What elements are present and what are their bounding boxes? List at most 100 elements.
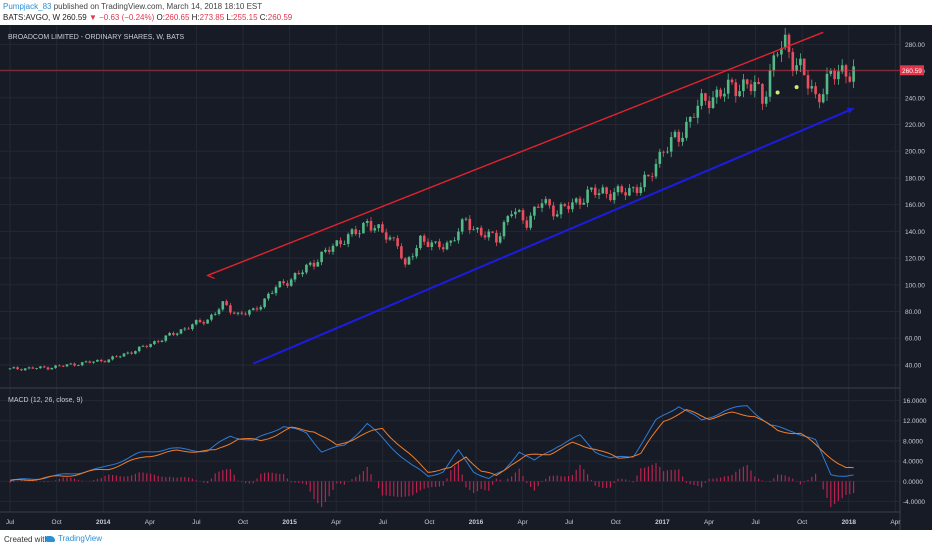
macd-tick-label: 16.0000 [903,398,927,405]
candle-body [126,352,130,354]
candle-body [255,308,259,310]
candle-body [172,333,175,335]
candle-body [267,293,270,299]
price-tick-label: 40.00 [905,362,922,369]
candle-body [350,229,354,235]
signal-marker [775,90,780,95]
candle-body [396,238,399,247]
candle-body [783,34,787,49]
candle-body [453,240,456,242]
candle-body [609,193,612,201]
candle-body [571,202,574,210]
price-tick-label: 240.00 [905,95,925,102]
candle-body [639,187,643,194]
macd-axis[interactable]: 16.0000 12.0000 8.0000 4.0000 0.0000 -4.0000 [903,398,927,506]
candle-body [403,258,407,265]
candle-body [628,188,631,196]
macd-lines [9,405,854,482]
candle-body [248,310,251,315]
candle-body [419,235,422,249]
chart-area[interactable]: BROADCOM LIMITED - ORDINARY SHARES, W, B… [0,25,932,530]
candle-body [449,240,453,243]
candle-body [658,151,662,164]
candle-body [263,298,266,308]
candle-body [445,242,449,250]
time-axis[interactable]: Jul Oct 2014 Apr Jul Oct 2015 Apr Jul Oct 2016 Apr J… [6,519,901,526]
candle-body [434,241,437,243]
candle-body [346,234,350,244]
candle-body [259,307,263,310]
candle-body [631,187,635,189]
candle-body [726,79,730,94]
candle-body [510,214,513,217]
candle-body [103,361,107,363]
price-tick-label: 220.00 [905,122,925,129]
candle-body [791,51,795,72]
candle-body [536,206,540,208]
candle-body [8,368,12,370]
candle-body [130,352,133,354]
candle-body [852,66,855,82]
candle-body [42,366,46,368]
candle-body [229,305,232,313]
price-tick-label: 80.00 [905,309,922,316]
candle-body [373,228,377,231]
time-tick-label: 2014 [96,519,111,526]
candle-body [666,151,669,153]
candle-body [612,192,616,201]
candle-body [829,70,833,74]
candle-body [673,131,677,138]
candle-body [236,312,240,314]
low-value: 255.15 [233,13,258,22]
price-tick-label: 180.00 [905,175,925,182]
candle-body [472,229,475,231]
price-axis[interactable]: 280.00260.00240.00220.00200.00180.00160.… [905,42,925,370]
candle-body [293,272,297,280]
candle-body [301,272,304,275]
candle-body [388,237,392,240]
lower-trendline-arrow [846,107,854,114]
candle-body [354,229,358,235]
candle-body [168,333,171,336]
candle-body [479,227,483,236]
candle-body [761,83,764,104]
candle-body [358,233,361,235]
price-tick-label: 200.00 [905,149,925,156]
candle-body [240,312,244,314]
candle-body [734,82,738,97]
candle-body [407,257,411,265]
open-label: O: [156,13,165,22]
candle-body [202,322,206,324]
tradingview-logo[interactable]: TradingView [46,534,102,543]
time-tick-label: Apr [145,519,156,526]
candle-body [837,71,840,80]
candle-body [517,210,521,212]
candle-body [217,309,221,315]
time-tick-label: Oct [238,519,248,526]
main-pane-title: BROADCOM LIMITED - ORDINARY SHARES, W, B… [8,34,185,41]
candle-body [559,204,563,215]
candle-body [654,163,658,177]
candle-body [320,251,323,263]
time-tick-label: 2015 [282,519,297,526]
candle-body [411,256,415,258]
candle-body [457,231,460,241]
upper-trendline [207,31,824,277]
high-label: H: [191,13,200,22]
candle-body [27,367,31,369]
candle-body [365,220,369,223]
candle-body [134,351,137,354]
candle-body [563,204,567,206]
candle-body [707,100,711,109]
macd-tick-label: 12.0000 [903,418,927,425]
chart-svg[interactable]: BROADCOM LIMITED - ORDINARY SHARES, W, B… [0,25,932,530]
author-link[interactable]: Pumpjack_83 [3,2,52,11]
macd-tick-label: -4.0000 [903,499,925,506]
time-tick-label: Apr [518,519,529,526]
candle-body [84,361,88,363]
macd-line [9,405,854,482]
close-label: C: [259,13,268,22]
time-tick-label: Oct [797,519,807,526]
candle-body [787,34,791,52]
candle-body [118,356,122,358]
